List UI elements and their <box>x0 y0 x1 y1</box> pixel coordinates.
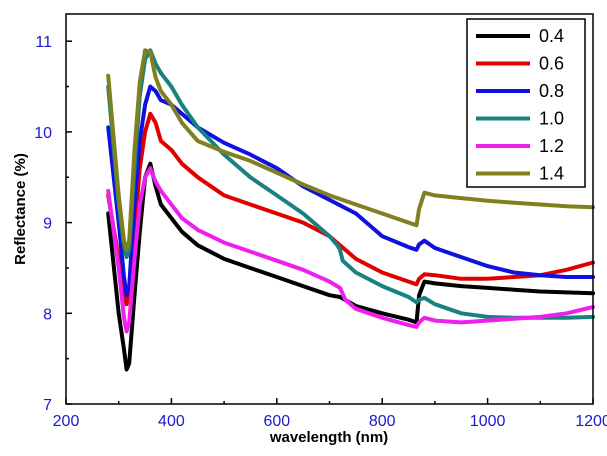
x-tick-label: 400 <box>158 413 185 430</box>
y-axis-title: Reflectance (%) <box>12 153 29 265</box>
legend-label-1-0: 1.0 <box>539 109 564 129</box>
legend-label-1-2: 1.2 <box>539 136 564 156</box>
tick-labels-layer: 200 400 600 800 1000 1200 7 8 9 10 11 <box>34 34 607 430</box>
series-line-0-6 <box>106 111 595 307</box>
series-line-0-4 <box>106 161 595 372</box>
series-line-0-8 <box>106 84 595 298</box>
x-tick-label: 1000 <box>470 413 506 430</box>
y-tick-label: 8 <box>43 306 52 323</box>
x-tick-label: 800 <box>369 413 396 430</box>
legend-frame <box>466 18 586 188</box>
x-tick-label: 600 <box>263 413 290 430</box>
legend-label-1-4: 1.4 <box>539 164 564 184</box>
ticks-layer <box>65 40 594 405</box>
series-layer <box>106 48 595 372</box>
series-line-1-2 <box>106 166 595 334</box>
y-tick-label: 7 <box>43 397 52 414</box>
y-tick-label: 10 <box>34 125 52 142</box>
x-tick-label: 1200 <box>575 413 607 430</box>
legend-label-0-4: 0.4 <box>539 26 564 46</box>
y-tick-label: 11 <box>35 34 52 51</box>
y-tick-label: 9 <box>43 216 52 233</box>
x-tick-label: 200 <box>53 413 80 430</box>
legend-label-0-6: 0.6 <box>539 54 564 74</box>
x-axis-title: wavelength (nm) <box>269 429 388 446</box>
legend: 0.4 0.6 0.8 1.0 1.2 1.4 <box>466 18 586 188</box>
series-line-1-4 <box>106 48 595 252</box>
legend-label-0-8: 0.8 <box>539 81 564 101</box>
